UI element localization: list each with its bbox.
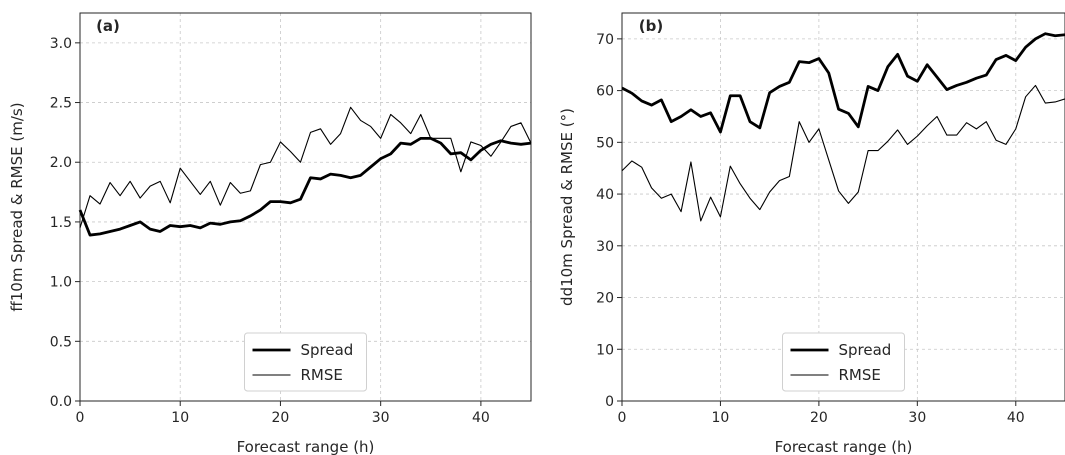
x-tick-label: 20 — [810, 410, 828, 426]
y-axis-label: dd10m Spread & RMSE (°) — [558, 108, 576, 306]
y-tick-label: 70 — [596, 32, 614, 48]
y-tick-label: 2.0 — [50, 155, 72, 171]
panel-b: 0 10 20 30 40 0 10 20 30 40 50 60 70 Forecast range (… — [558, 12, 1065, 455]
legend-label-spread: Spread — [839, 341, 892, 359]
x-axis-label: Forecast range (h) — [237, 438, 375, 455]
series-line-rmse — [79, 106, 532, 229]
legend-label-spread: Spread — [301, 341, 354, 359]
x-tick-label: 40 — [472, 410, 490, 426]
legend-box — [244, 332, 367, 392]
x-tick-label: 30 — [372, 410, 390, 426]
x-tick-label: 0 — [618, 410, 627, 426]
y-tick-label: 2.5 — [50, 96, 72, 112]
y-tick-label: 0.5 — [50, 334, 72, 350]
x-tick-label: 0 — [76, 410, 85, 426]
x-tick-label: 10 — [712, 410, 730, 426]
plot-frame — [621, 12, 1065, 402]
y-tick-label: 50 — [596, 135, 614, 151]
y-tick-label: 3.0 — [50, 36, 72, 52]
series-line-spread — [621, 32, 1065, 134]
y-tick-label: 40 — [596, 187, 614, 203]
y-axis-label: ff10m Spread & RMSE (m/s) — [8, 102, 26, 311]
plot-frame — [79, 12, 532, 402]
series-line-spread — [78, 136, 532, 237]
y-tick-label: 60 — [596, 84, 614, 100]
x-tick-label: 40 — [1007, 410, 1025, 426]
x-axis-label: Forecast range (h) — [775, 438, 913, 455]
series-line-rmse — [621, 84, 1065, 222]
y-tick-label: 1.5 — [50, 215, 72, 231]
legend-box — [782, 332, 905, 392]
x-tick-label: 10 — [171, 410, 189, 426]
y-tick-label: 10 — [596, 342, 614, 358]
panel-label: (a) — [96, 17, 120, 35]
x-tick-label: 30 — [908, 410, 926, 426]
panel-a: 0 10 20 30 40 0.0 0.5 1.0 1.5 2.0 2.5 3.0 Forecast r… — [8, 12, 532, 455]
x-tick-label: 20 — [272, 410, 290, 426]
y-tick-label: 0 — [605, 394, 614, 410]
legend-label-rmse: RMSE — [301, 366, 343, 384]
legend-label-rmse: RMSE — [839, 366, 881, 384]
y-tick-label: 1.0 — [50, 275, 72, 291]
y-tick-label: 20 — [596, 291, 614, 307]
y-tick-label: 30 — [596, 239, 614, 255]
panel-label: (b) — [639, 17, 663, 35]
y-tick-label: 0.0 — [50, 394, 72, 410]
